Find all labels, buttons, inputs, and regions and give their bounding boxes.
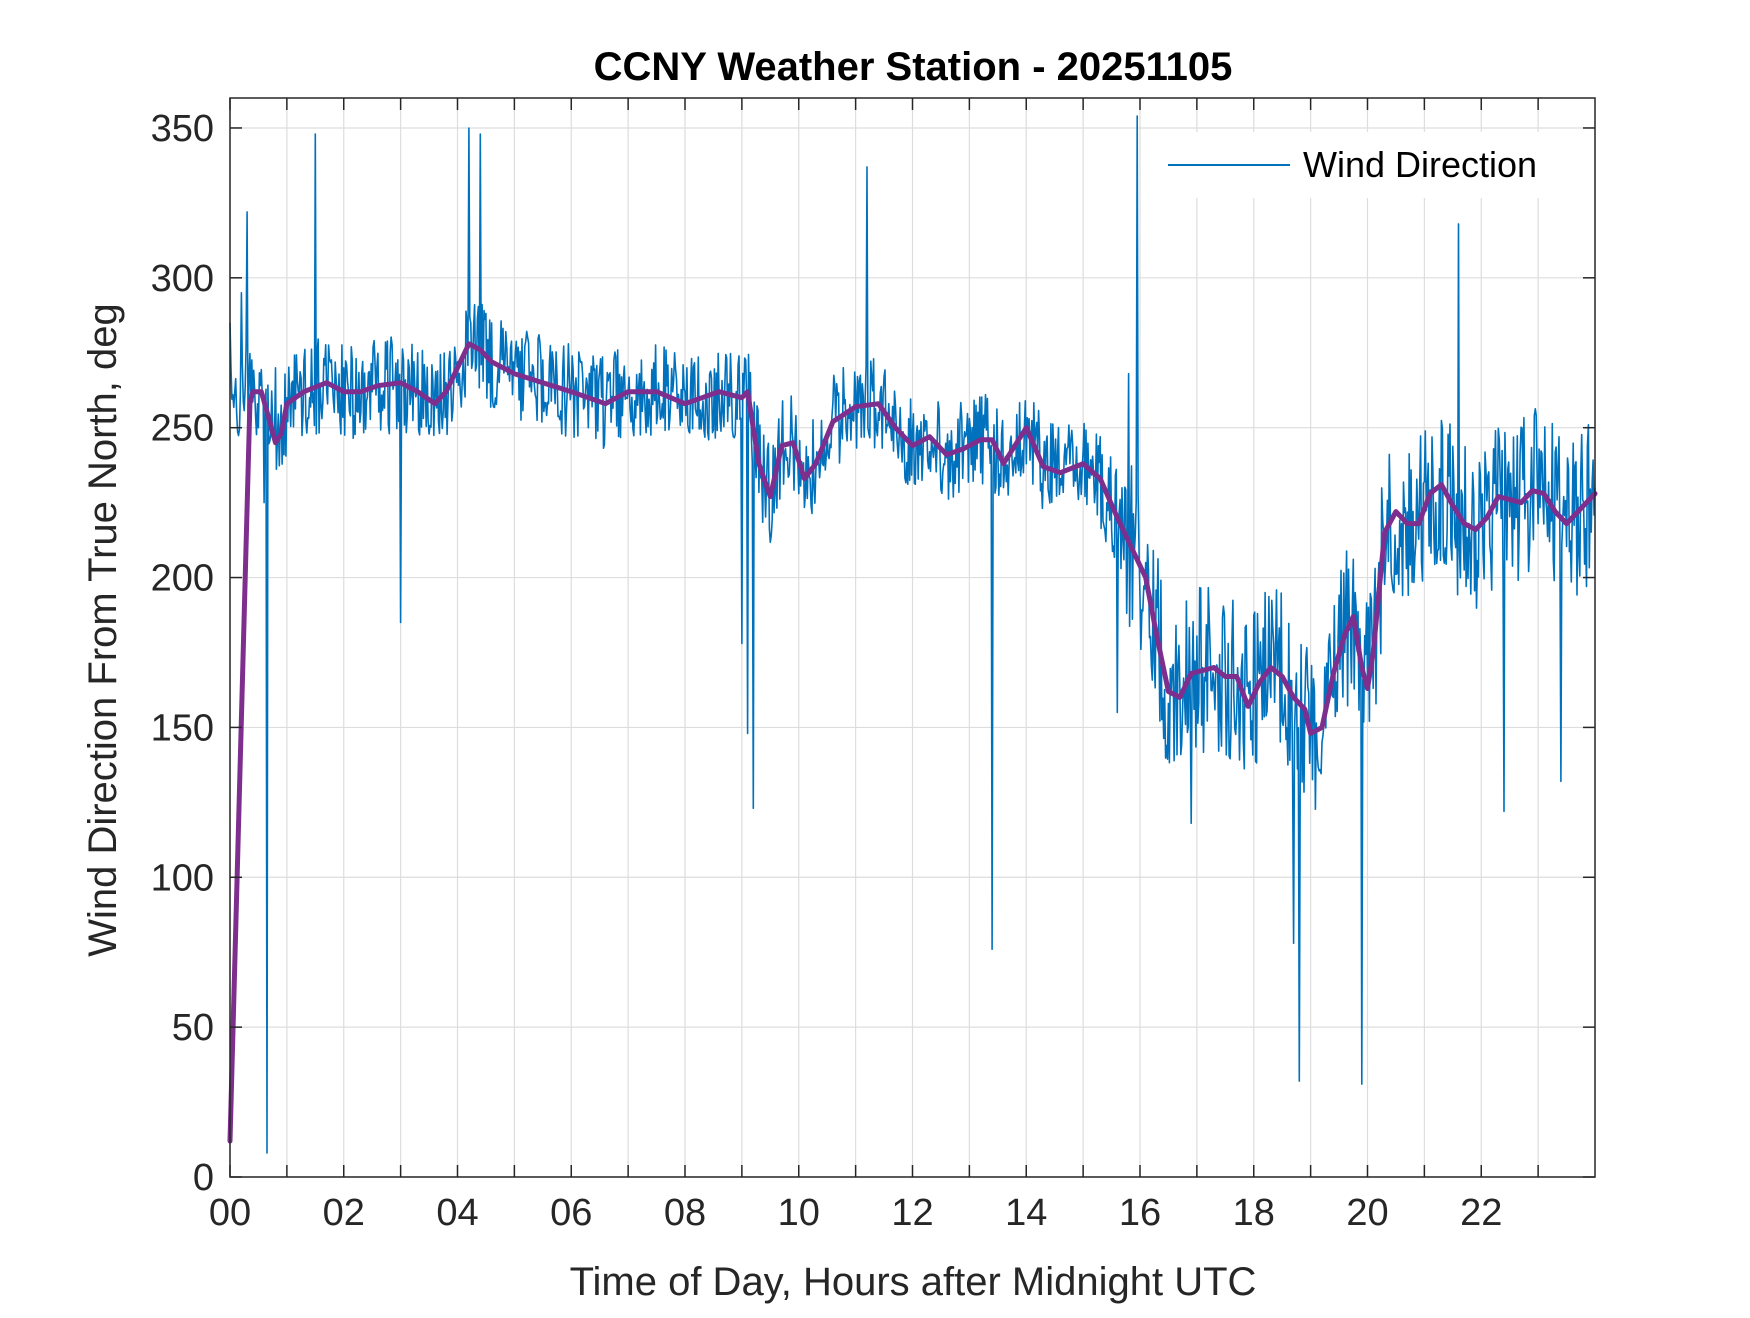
x-tick-label: 14 bbox=[1005, 1192, 1047, 1234]
y-tick-label: 50 bbox=[172, 1007, 214, 1049]
legend[interactable]: Wind Direction bbox=[1150, 132, 1564, 198]
x-tick-label: 10 bbox=[778, 1192, 820, 1234]
chart-title: CCNY Weather Station - 20251105 bbox=[594, 45, 1233, 89]
x-tick-label: 04 bbox=[436, 1192, 478, 1234]
x-tick-label: 08 bbox=[664, 1192, 706, 1234]
x-axis-label: Time of Day, Hours after Midnight UTC bbox=[570, 1260, 1257, 1304]
y-tick-label: 100 bbox=[151, 857, 214, 899]
y-tick-label: 300 bbox=[151, 258, 214, 300]
x-tick-label: 20 bbox=[1346, 1192, 1388, 1234]
axis-ticks bbox=[229, 98, 1595, 1178]
x-tick-label: 12 bbox=[891, 1192, 933, 1234]
x-tick-label: 16 bbox=[1119, 1192, 1161, 1234]
x-tick-label: 22 bbox=[1460, 1192, 1502, 1234]
y-tick-label: 150 bbox=[151, 707, 214, 749]
y-tick-label: 250 bbox=[151, 408, 214, 450]
legend-entry-wind-direction: Wind Direction bbox=[1303, 144, 1537, 185]
series-running-mean-line bbox=[227, 341, 1598, 1144]
y-tick-label: 350 bbox=[151, 108, 214, 150]
x-tick-label: 06 bbox=[550, 1192, 592, 1234]
x-tick-label: 18 bbox=[1233, 1192, 1275, 1234]
x-tick-label: 00 bbox=[209, 1192, 251, 1234]
data-lines bbox=[227, 115, 1598, 1154]
y-tick-label: 0 bbox=[193, 1157, 214, 1199]
y-axis-label: Wind Direction From True North, deg bbox=[81, 303, 125, 957]
x-tick-label: 02 bbox=[323, 1192, 365, 1234]
tick-labels: 00 02 04 06 08 10 12 14 16 18 20 22 0 50 100 150 200 250 3… bbox=[151, 108, 1503, 1234]
y-tick-label: 200 bbox=[151, 558, 214, 600]
